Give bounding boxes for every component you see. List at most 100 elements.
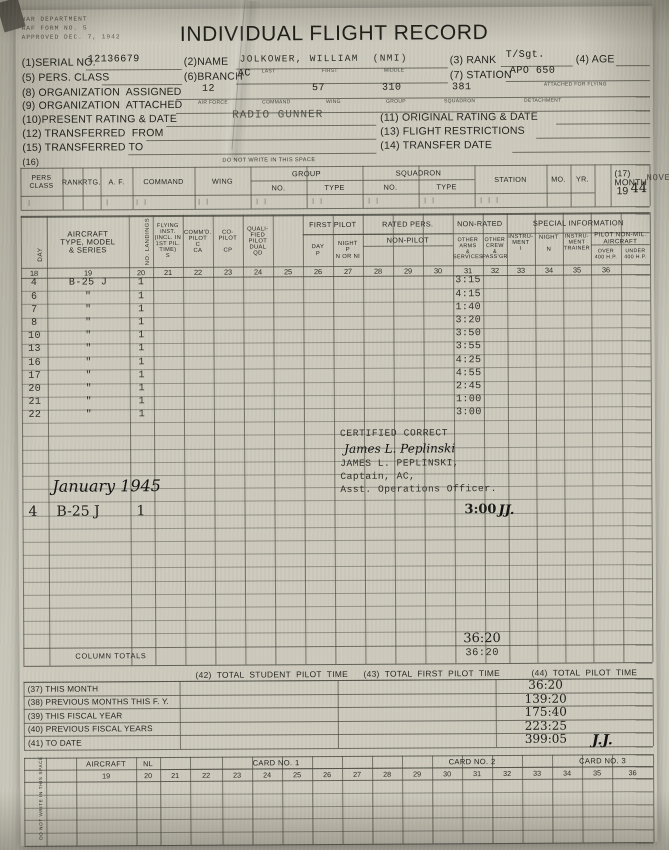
certifier-rank: Captain, AC, <box>340 470 416 483</box>
card-col-num-22: 22 <box>202 770 211 780</box>
rule <box>22 551 652 557</box>
card-col-num-24: 24 <box>263 770 272 780</box>
summary-value-40: 223:25 <box>524 718 567 733</box>
admin-col-station: STATION <box>494 174 527 184</box>
guide-dot <box>376 197 378 204</box>
col-number-24: 24 <box>253 267 263 277</box>
rule <box>22 445 652 451</box>
org-attached-label: (9) ORGANIZATION ATTACHED <box>22 98 183 112</box>
rule <box>22 577 652 583</box>
summary-label-39: (39) THIS FISCAL YEAR <box>27 710 123 721</box>
org-group-value: 310 <box>381 82 402 94</box>
rule <box>302 214 307 664</box>
month-value: NOVEMBER <box>646 172 669 184</box>
certifier-title: Asst. Operations Officer. <box>340 483 497 496</box>
card-hdr-nl: NL <box>143 758 154 768</box>
admin-col-squadron-no: NO. <box>383 182 398 192</box>
row-aircraft: B-25 J <box>68 277 108 289</box>
admin-col-rank: RANK <box>61 177 84 187</box>
row-aircraft: " <box>85 357 92 369</box>
guide-dot <box>144 199 146 206</box>
hdr-fp-night: NIGHT P N OR NI <box>335 241 361 260</box>
rule <box>534 212 539 663</box>
col-number-28: 28 <box>373 266 383 276</box>
col-number-26: 26 <box>313 266 323 276</box>
rule <box>242 214 247 665</box>
rule <box>179 680 181 749</box>
row-other-crew: 2:45 <box>455 381 482 393</box>
card-col-num-30: 30 <box>443 769 452 779</box>
paper-sheet: WAR DEPARTMENT AAF FORM NO. 5 APPROVED D… <box>15 6 669 847</box>
row-day: 8 <box>31 317 38 329</box>
second-month-initials: JJ. <box>498 502 515 518</box>
do-not-write-vertical: DO NOT WRITE IN THIS SPACE <box>38 756 44 840</box>
to-date-initials: J.J. <box>591 732 613 749</box>
col-number-21: 21 <box>163 267 173 277</box>
row-landings: 1 <box>138 369 145 381</box>
guide-dot <box>368 197 370 204</box>
card-col-num-34: 34 <box>563 768 572 778</box>
rule <box>182 214 187 665</box>
rule <box>272 214 277 664</box>
rule <box>620 212 625 662</box>
row-other-crew: 3:20 <box>455 315 482 327</box>
rule <box>22 524 652 530</box>
hdr-rated-pers: RATED PERS. <box>382 219 434 229</box>
guide-dot <box>312 198 314 205</box>
year-value: 44 <box>630 181 648 197</box>
card-1-label: CARD NO. 1 <box>252 757 300 768</box>
row-landings: 1 <box>138 383 146 395</box>
card-num-aircraft: 19 <box>102 771 111 781</box>
rule <box>22 458 652 464</box>
col-number-30: 30 <box>433 265 443 276</box>
summary-label-37: (37) THIS MONTH <box>27 683 99 694</box>
col-number-19: 19 <box>83 268 93 278</box>
summary-label-40: (40) PREVIOUS FISCAL YEARS <box>27 724 153 734</box>
second-month-landings: 1 <box>136 502 146 519</box>
card-col-num-29: 29 <box>413 769 422 779</box>
transferred-from-label: (12) TRANSFERRED FROM <box>22 127 164 140</box>
row-day: 16 <box>28 357 42 369</box>
admin-col-group-type: TYPE <box>324 182 345 192</box>
hdr-co-pilot: CO- PILOT CP <box>218 229 238 254</box>
guide-dot <box>424 197 426 204</box>
station-label: (7) STATION <box>449 68 512 82</box>
present-rating-label: (10)PRESENT RATING & DATE <box>22 112 178 126</box>
station-value: APO 650 <box>509 65 556 77</box>
card-num-nl: 20 <box>144 770 153 780</box>
row-aircraft: " <box>84 291 92 303</box>
pers-class-label: (5) PERS. CLASS <box>21 71 110 84</box>
rank-label: (3) RANK <box>449 54 497 67</box>
rule <box>212 214 217 665</box>
rule <box>23 604 653 609</box>
rule <box>24 842 654 847</box>
hdr-day: DAY <box>36 247 44 262</box>
guide-dot <box>432 197 434 204</box>
row-aircraft: " <box>85 304 92 316</box>
field16-label: (16) <box>22 156 40 167</box>
row-day: 20 <box>28 383 42 395</box>
rule <box>332 214 337 664</box>
hdr-night: NIGHT N <box>538 234 559 253</box>
row-other-crew: 3:50 <box>455 328 482 340</box>
row-aircraft: " <box>85 317 92 329</box>
rule <box>22 432 652 438</box>
col-number-23: 23 <box>223 267 233 277</box>
guide-dot <box>198 198 200 205</box>
rule <box>22 498 652 504</box>
total-first-pilot-time-label: (43) TOTAL FIRST PILOT TIME <box>363 668 501 679</box>
name-sub-first: FIRST <box>321 67 338 75</box>
row-day: 13 <box>28 344 41 356</box>
hdr-under-400: UNDER 400 H.P. <box>624 248 647 260</box>
column-totals-hand: 36:20 <box>463 630 501 646</box>
rule <box>590 212 595 663</box>
admin-col-command: COMMAND <box>143 176 184 186</box>
hdr-aircraft: AIRCRAFT TYPE, MODEL & SERIES <box>60 229 116 255</box>
col-number-29: 29 <box>403 266 413 276</box>
hdr-no-landings: NO. LANDINGS <box>144 217 152 266</box>
row-day: 10 <box>28 330 41 343</box>
rank-value: T/Sgt. <box>505 49 545 61</box>
org-assigned-label: (8) ORGANIZATION ASSIGNED <box>21 85 182 99</box>
guide-dot <box>206 198 208 205</box>
